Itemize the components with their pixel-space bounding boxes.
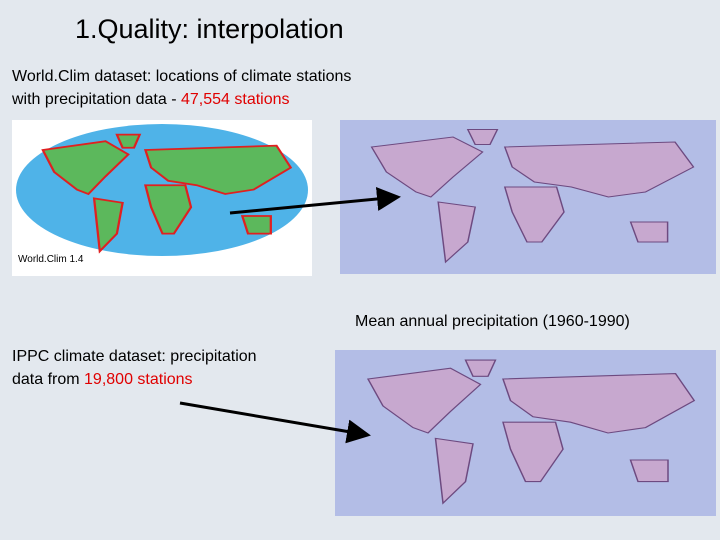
station-count: 47,554 stations: [180, 91, 290, 108]
text: data from: [12, 371, 85, 388]
text-line: data from 19,800 stations: [12, 371, 193, 389]
arrow: [179, 401, 371, 444]
map-caption: Mean annual precipitation (1960-1990): [355, 313, 630, 330]
arrow: [229, 187, 401, 215]
text-line: with precipitation data - 47,554 station…: [12, 91, 290, 109]
text: with precipitation data -: [12, 91, 181, 108]
map-label: World.Clim 1.4: [18, 254, 84, 265]
text-line: World.Clim dataset: locations of climate…: [12, 68, 352, 85]
station-count: 19,800 stations: [84, 371, 193, 388]
slide-title: 1.Quality: interpolation: [75, 14, 344, 44]
text-line: IPPC climate dataset: precipitation: [12, 348, 257, 365]
